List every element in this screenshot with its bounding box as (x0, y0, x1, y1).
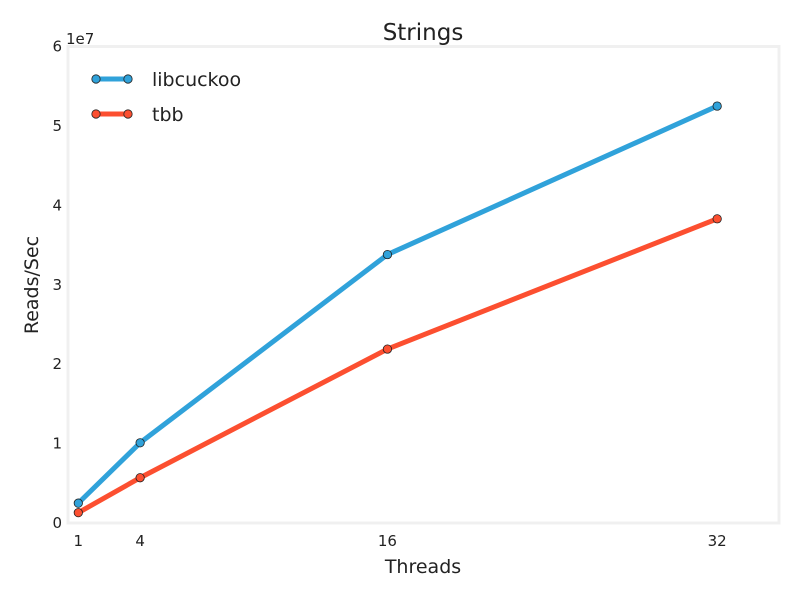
y-tick-label: 0 (52, 514, 62, 532)
data-point-libcuckoo (73, 498, 83, 508)
y-tick-label: 6 (52, 38, 62, 56)
x-tick-label: 4 (135, 532, 145, 550)
series-line-libcuckoo (76, 103, 719, 505)
x-tick-labels: 1 4 16 32 (74, 532, 727, 550)
x-axis-label: Threads (384, 556, 461, 578)
legend-label: libcuckoo (152, 69, 241, 91)
data-point-tbb (382, 344, 393, 354)
series-tbb (73, 214, 722, 518)
y-tick-label: 2 (52, 355, 62, 373)
y-tick-label: 3 (52, 276, 62, 294)
y-tick-label: 4 (52, 196, 62, 214)
legend-marker (91, 74, 101, 84)
data-point-libcuckoo (712, 101, 722, 111)
data-point-tbb (712, 214, 722, 224)
series-line-tbb (77, 216, 719, 515)
legend: libcuckoo tbb (91, 69, 241, 126)
data-point-tbb (135, 473, 145, 483)
chart-title: Strings (383, 20, 464, 46)
x-tick-label: 16 (378, 532, 397, 550)
data-point-libcuckoo (135, 438, 145, 448)
series-layer (73, 101, 722, 518)
x-tick-label: 32 (708, 532, 727, 550)
y-tick-label: 5 (52, 117, 62, 135)
y-offset-label: 1e7 (66, 30, 94, 48)
y-tick-label: 1 (52, 435, 62, 453)
plot-frame (66, 45, 781, 525)
data-point-libcuckoo (382, 249, 393, 260)
legend-marker (123, 109, 133, 119)
legend-label: tbb (152, 104, 184, 126)
legend-item-libcuckoo: libcuckoo (91, 69, 241, 91)
y-axis-label: Reads/Sec (21, 236, 43, 334)
data-point-tbb (73, 508, 83, 518)
legend-item-tbb: tbb (91, 104, 184, 126)
legend-marker (91, 109, 101, 119)
legend-marker (123, 74, 133, 84)
series-libcuckoo (73, 101, 722, 508)
x-tick-label: 1 (74, 532, 84, 550)
y-tick-labels: 0 1 2 3 4 5 6 (52, 38, 62, 533)
